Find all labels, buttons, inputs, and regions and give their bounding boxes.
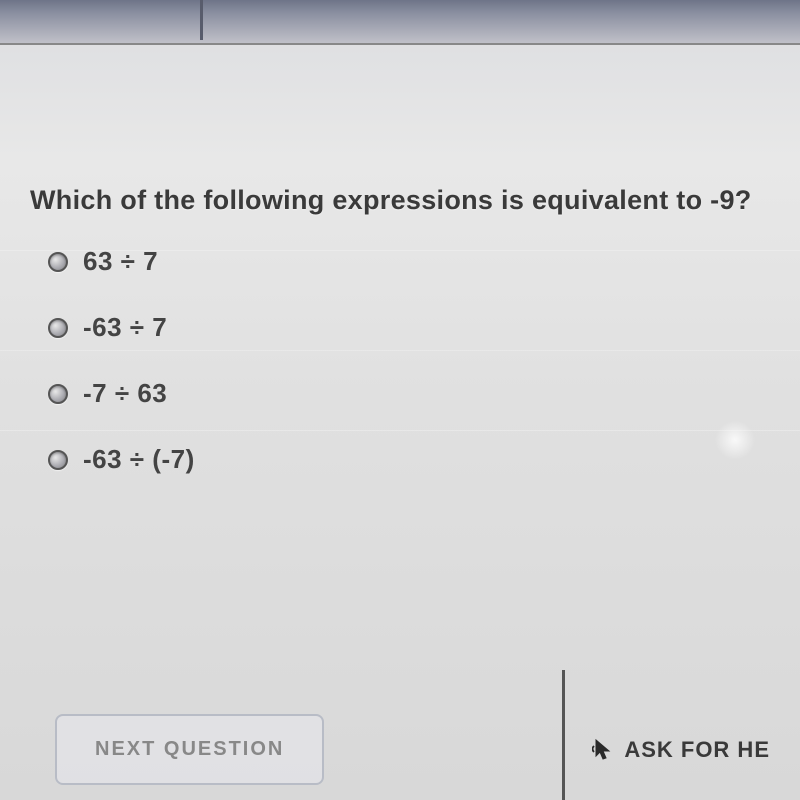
radio-icon[interactable] [48,252,68,272]
screen-artifact-line [0,250,800,251]
ask-for-help-button[interactable]: ASK FOR HE [592,737,770,763]
option-2[interactable]: -63 ÷ 7 [48,312,770,343]
option-label: -63 ÷ (-7) [83,444,195,475]
ask-help-label: ASK FOR HE [624,737,770,763]
option-3[interactable]: -7 ÷ 63 [48,378,770,409]
option-label: -63 ÷ 7 [83,312,167,343]
screen-artifact-line [0,430,800,431]
screen-artifact-line [0,350,800,351]
bottom-bar: NEXT QUESTION ASK FOR HE [0,714,800,785]
question-panel: Which of the following expressions is eq… [0,45,800,475]
radio-icon[interactable] [48,318,68,338]
option-label: -7 ÷ 63 [83,378,167,409]
radio-icon[interactable] [48,384,68,404]
options-group: 63 ÷ 7 -63 ÷ 7 -7 ÷ 63 -63 ÷ (-7) [48,246,770,475]
next-question-button[interactable]: NEXT QUESTION [55,714,324,785]
option-4[interactable]: -63 ÷ (-7) [48,444,770,475]
cursor-pointer-icon [592,738,616,762]
screen-glare [715,420,755,460]
top-toolbar [0,0,800,45]
radio-icon[interactable] [48,450,68,470]
question-text: Which of the following expressions is eq… [30,185,770,216]
tab-separator [200,0,203,40]
